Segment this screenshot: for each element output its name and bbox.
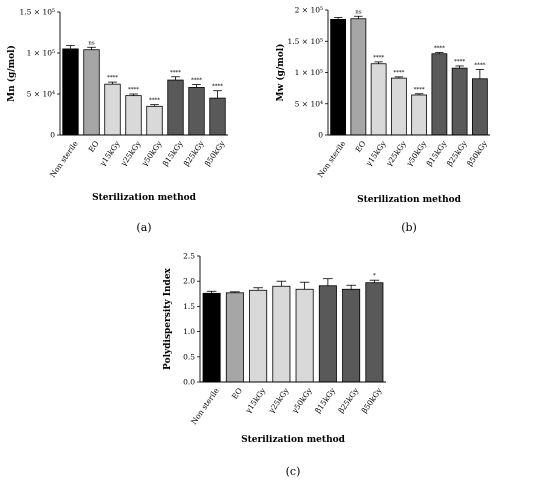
y-tick-label: 1.5 [183,302,195,311]
category-label: β25kGy [337,386,361,415]
category-label: γ15kGy [243,386,267,415]
significance-label: **** [107,75,118,81]
y-axis-title: Mn (g/mol) [6,45,17,102]
bar [167,79,184,136]
category-label: γ25kGy [267,386,291,415]
bar [209,97,226,136]
significance-label: **** [474,62,485,68]
category-label: EO [87,139,101,154]
significance-label: **** [434,46,445,52]
bar [431,53,448,136]
bar [202,292,221,383]
y-tick-label: 0 [50,131,55,140]
bar [125,95,142,136]
significance-label: **** [212,84,223,90]
bar [104,83,121,136]
bar [350,18,367,136]
y-tick-label: 0.0 [183,378,195,387]
y-tick-label: 1.5 × 10⁵ [19,8,55,17]
bar [225,292,244,383]
bar [471,78,488,136]
y-tick-label: 0 [318,131,323,140]
x-axis-title: Sterilization method [92,193,197,203]
y-tick-label: 5 × 10⁴ [295,99,323,108]
y-axis-title: Polydispersity Index [163,267,173,369]
bar [249,289,268,383]
bar [272,285,291,383]
y-axis-title: Mw (g/mol) [275,44,286,102]
significance-label: ns [355,9,362,15]
bar [451,67,468,136]
panel-label: (a) [136,221,151,234]
significance-label: **** [191,78,202,84]
bar [146,105,163,136]
y-tick-label: 2.5 [183,252,195,261]
significance-label: **** [454,59,465,65]
x-axis-title: Sterilization method [357,195,462,205]
bar [295,288,314,383]
category-label: β50kGy [465,139,489,168]
y-tick-label: 1 × 10⁵ [27,49,55,58]
y-tick-label: 1 × 10⁵ [295,68,323,77]
significance-label: * [373,273,376,279]
category-label: Non sterile [189,386,221,426]
bar [83,49,100,136]
bar [330,18,347,136]
category-label: EO [230,386,244,401]
significance-label: ns [88,40,95,46]
significance-label: **** [128,87,139,93]
bar [411,94,428,136]
y-tick-label: 2.0 [183,277,195,286]
y-tick-label: 2 × 10⁵ [295,6,323,15]
category-label: γ50kGy [290,386,314,415]
bar [188,87,205,136]
y-tick-label: 1.0 [183,327,195,336]
category-label: β50kGy [203,139,227,168]
bar [365,282,384,383]
chart-panel-a: 0 5 × 10⁴ 1 × 10⁵ 1.5 × 10⁵ Non sterile ns EO *… [6,8,228,234]
category-label: Non sterile [48,139,80,179]
significance-label: **** [373,55,384,61]
significance-label: **** [393,70,404,76]
x-axis-title: Sterilization method [241,435,346,445]
y-tick-label: 0.5 [183,352,195,361]
bar [62,48,79,136]
y-tick-label: 1.5 × 10⁵ [287,37,323,46]
bar [342,288,361,383]
bar [370,63,387,136]
category-label: β15kGy [313,386,337,415]
panel-label: (b) [401,221,417,234]
significance-label: **** [414,87,425,93]
significance-label: **** [149,98,160,104]
category-label: Non sterile [316,139,348,179]
category-label: β50kGy [360,386,384,415]
panel-label: (c) [286,465,301,478]
significance-label: **** [170,70,181,76]
y-tick-label: 5 × 10⁴ [27,90,55,99]
category-label: EO [354,139,368,154]
bar [390,77,407,136]
chart-panel-c: 0.0 0.5 1.0 1.5 2.0 2.5 Non sterile EO γ15kGy γ25… [163,252,386,478]
bar [318,285,337,383]
chart-panel-b: 0 5 × 10⁴ 1 × 10⁵ 1.5 × 10⁵ 2 × 10⁵ Non steri… [275,6,490,234]
